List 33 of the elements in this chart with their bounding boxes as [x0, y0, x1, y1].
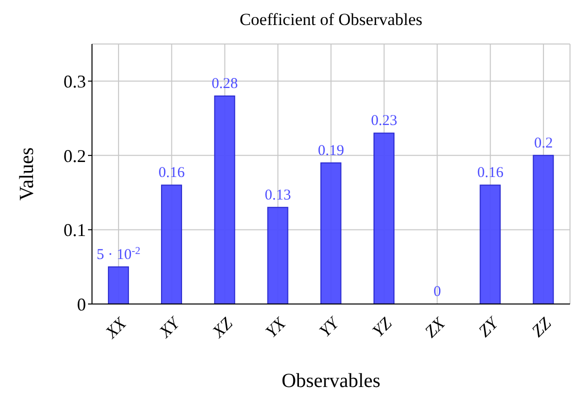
- y-tick-label: 0.3: [64, 72, 86, 92]
- x-tick-label: XZ: [208, 313, 236, 342]
- bar: [480, 184, 501, 304]
- data-label: 0.23: [370, 113, 398, 130]
- data-label: 0.13: [264, 187, 292, 204]
- bar: [320, 162, 342, 304]
- bar: [161, 184, 182, 304]
- data-label: 0.16: [477, 165, 504, 182]
- y-tick-label: 0: [77, 294, 86, 314]
- bar: [373, 132, 394, 304]
- x-tick-label: YY: [316, 312, 344, 341]
- data-label: 0: [433, 284, 441, 300]
- y-tick-label: 0.1: [64, 220, 86, 240]
- x-tick-label: XX: [101, 313, 130, 343]
- bar: [267, 206, 288, 304]
- bar: [108, 266, 129, 304]
- x-tick-label: YX: [262, 313, 290, 342]
- x-axis-title: Observables: [282, 370, 381, 392]
- bar: [214, 96, 236, 304]
- x-tick-label: ZZ: [528, 314, 556, 341]
- data-label: 0.19: [318, 142, 344, 159]
- x-tick-label: YZ: [368, 314, 396, 341]
- x-tick-label: XY: [154, 312, 184, 342]
- x-tick-label: ZY: [474, 312, 503, 341]
- data-label: 5 · 10$^{-2}$: [96, 245, 140, 263]
- bar: [532, 154, 554, 304]
- x-tick-label: ZX: [421, 313, 449, 342]
- y-axis-title: Values: [16, 147, 38, 201]
- y-tick-label: 0.2: [64, 146, 86, 166]
- data-label: 0.28: [212, 76, 238, 92]
- chart-title: Coefficient of Observables: [238, 9, 424, 31]
- data-label: 0.2: [534, 135, 553, 152]
- data-label: 0.16: [158, 165, 186, 182]
